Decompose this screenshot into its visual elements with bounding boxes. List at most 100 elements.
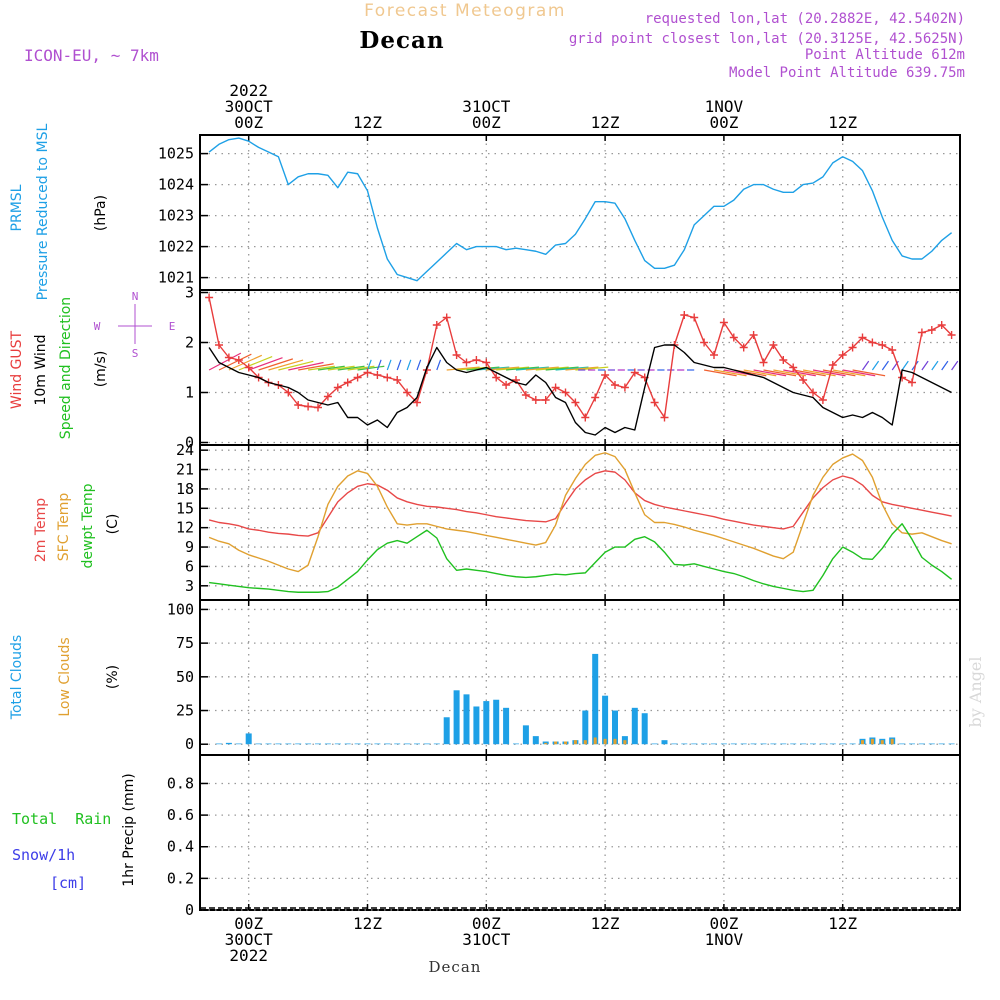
clouds-unit: (%) xyxy=(105,665,121,689)
gust-marker xyxy=(294,401,303,409)
total-cloud-bar xyxy=(938,743,945,745)
gust-marker xyxy=(729,333,738,342)
low-cloud-bar xyxy=(623,740,627,745)
total-cloud-bar xyxy=(354,743,361,745)
compass-rose: N S W E xyxy=(94,290,176,360)
temp-unit: (C) xyxy=(105,514,121,535)
wind-arrow xyxy=(337,365,365,371)
low-cloud-bar xyxy=(583,740,587,745)
total-cloud-bar xyxy=(305,743,312,745)
y-tick-label: 1021 xyxy=(158,269,194,287)
total-cloud-bar xyxy=(275,743,282,745)
wind-unit: (m/s) xyxy=(93,351,109,388)
time-axis-label: 00Z xyxy=(234,914,263,933)
total-cloud-bar xyxy=(225,742,232,745)
low-cloud-bar xyxy=(544,742,548,745)
gust-marker xyxy=(601,371,610,379)
pressure-label-msl: Pressure Reduced to MSL xyxy=(35,123,51,300)
low-clouds-label: Low Clouds xyxy=(57,637,73,716)
total-cloud-bar xyxy=(463,694,470,745)
low-cloud-bar xyxy=(564,741,567,745)
y-tick-label: 0 xyxy=(185,735,194,753)
gust-marker xyxy=(314,403,322,412)
temperature-grid xyxy=(202,445,958,600)
gust-marker xyxy=(927,326,936,334)
pressure-y-ticks: 1021 1022 1023 1024 1025 xyxy=(158,145,208,287)
time-axis-label: 00Z xyxy=(472,914,501,933)
total-cloud-bar xyxy=(582,710,589,745)
wind-arrow xyxy=(515,366,549,371)
gust-marker xyxy=(521,391,530,399)
precip-grid xyxy=(202,755,958,911)
total-cloud-bar xyxy=(701,743,708,745)
wind-arrow xyxy=(832,369,866,377)
gust-marker xyxy=(749,331,758,339)
total-cloud-bar xyxy=(235,743,242,745)
gridpoint-coordinates: grid point closest lon,lat (20.3125E, 42… xyxy=(569,31,965,47)
total-cloud-bar xyxy=(216,743,222,745)
time-axis-label: 12Z xyxy=(353,914,382,933)
wind-arrow xyxy=(376,359,382,371)
total-cloud-bar xyxy=(631,707,638,745)
y-tick-label: 0.8 xyxy=(167,774,194,792)
y-tick-label: 9 xyxy=(185,538,194,556)
total-cloud-bar xyxy=(671,743,678,745)
temperature-series xyxy=(208,452,953,593)
pressure-series xyxy=(208,137,953,282)
pressure-panel: 1021 1022 1023 1024 1025 PRMSL Pressure Redu… xyxy=(9,123,961,300)
total-cloud-bar xyxy=(780,743,787,745)
gust-marker xyxy=(541,396,550,404)
wind-arrow xyxy=(951,360,959,371)
wind-arrow xyxy=(773,369,807,377)
wind-arrow xyxy=(743,369,777,377)
time-axis-label: 00Z xyxy=(472,113,501,132)
wind-arrow xyxy=(396,359,402,371)
total-cloud-bar xyxy=(334,743,341,745)
gust-marker xyxy=(690,313,699,322)
low-cloud-bar xyxy=(573,740,577,745)
compass-w: W xyxy=(94,320,101,333)
y-tick-label: 50 xyxy=(176,668,194,686)
y-tick-label: 21 xyxy=(176,461,194,479)
low-cloud-bar xyxy=(603,738,607,745)
total-cloud-bar xyxy=(493,699,500,745)
time-axis-label: 00Z xyxy=(234,113,263,132)
snow-unit-label: [cm] xyxy=(50,874,86,892)
total-cloud-bar xyxy=(740,743,747,745)
gust-marker xyxy=(650,398,659,407)
total-cloud-bar xyxy=(819,743,826,745)
total-cloud-bar xyxy=(522,725,529,745)
y-tick-label: 6 xyxy=(185,557,194,575)
total-cloud-bar xyxy=(928,743,935,745)
pressure-label-prmsl: PRMSL xyxy=(9,184,25,231)
total-cloud-bar xyxy=(592,653,599,745)
total-cloud-bar xyxy=(770,743,777,745)
gust-marker xyxy=(611,381,619,389)
wind-panel: 0 1 2 3 Wind GUST 10m Wind Speed and Direct… xyxy=(9,284,961,452)
wind-direction-arrows xyxy=(208,352,959,377)
low-cloud-bar xyxy=(890,738,894,745)
gust-marker xyxy=(630,368,639,377)
gust-marker xyxy=(878,341,887,349)
wind-arrow xyxy=(347,365,375,371)
time-axis-label: 2022 xyxy=(229,81,268,100)
wind-arrow xyxy=(793,369,826,377)
clouds-series xyxy=(216,653,955,745)
gust-marker xyxy=(333,383,342,392)
y-tick-label: 1 xyxy=(185,384,194,402)
total-cloud-bar xyxy=(265,743,272,745)
total-cloud-bar xyxy=(641,713,648,745)
total-cloud-bar xyxy=(730,743,737,745)
y-tick-label: 15 xyxy=(176,499,194,517)
location-title: Decan xyxy=(359,27,444,54)
wind-arrow xyxy=(545,366,579,371)
wind-series xyxy=(205,294,956,436)
gust-marker xyxy=(680,311,689,319)
wind-arrow xyxy=(901,360,909,371)
dewpt-temp-line xyxy=(209,523,953,593)
gust-marker xyxy=(393,376,402,384)
total-cloud-bar xyxy=(315,743,321,745)
wind-arrow xyxy=(525,366,559,371)
